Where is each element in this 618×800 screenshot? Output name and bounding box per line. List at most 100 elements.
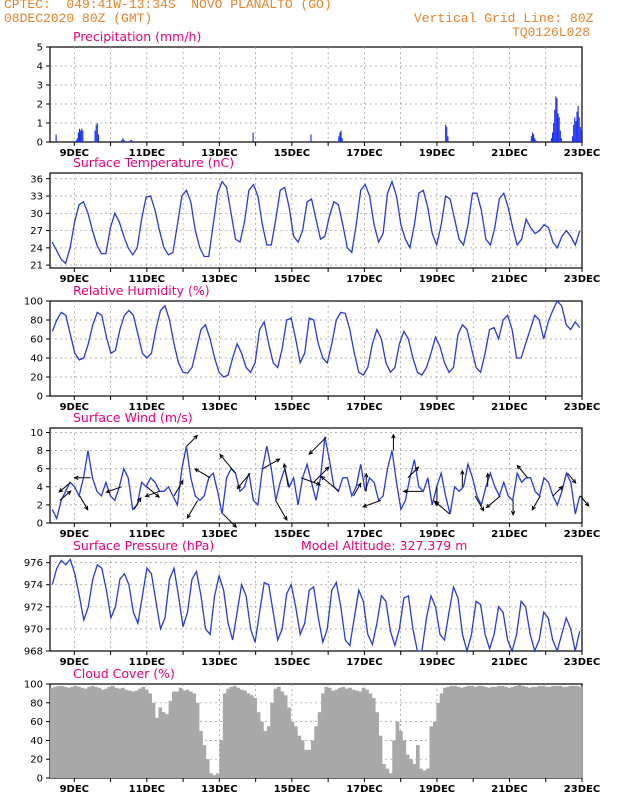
cloud-bar <box>378 735 383 778</box>
cloud-bar <box>439 693 444 778</box>
precip-bar <box>579 126 581 142</box>
cloud-bar <box>392 740 396 778</box>
cloud-bar <box>409 759 413 778</box>
precip-bar <box>122 138 124 142</box>
cloud-bar <box>517 684 522 778</box>
temp-ytick-label: 36 <box>30 174 43 185</box>
wind-arrow-shaft <box>362 499 381 508</box>
cloud-bar <box>253 698 258 778</box>
precip-bar <box>575 121 577 142</box>
precip-bar <box>341 138 343 142</box>
cloud-bar <box>188 691 193 778</box>
wind-arrow-head <box>84 505 89 511</box>
panel-temp: Surface Temperature (nC) 21 24 27 30 33 36 9DEC… <box>30 155 600 285</box>
wind-arrow-shaft <box>173 480 184 497</box>
cloud-bar <box>487 687 491 778</box>
precip-bar <box>576 111 578 142</box>
cloud-ytick-label: 80 <box>30 698 43 709</box>
wind-arrow-head <box>479 506 485 512</box>
temp-line <box>51 179 581 265</box>
cloud-bar <box>348 687 352 778</box>
cloud-bar <box>514 685 518 778</box>
wind-arrow-head <box>137 496 142 502</box>
precip-bar <box>534 138 536 142</box>
cloud-bar <box>449 685 454 778</box>
cloud-bar <box>199 731 203 778</box>
wind-arrow-shaft <box>186 435 198 447</box>
cloud-bar <box>270 702 274 778</box>
cloud-bar <box>83 688 88 778</box>
cloud-bar <box>446 686 451 778</box>
cloud-bar <box>432 721 437 778</box>
temp-xtick-label: 19DEC <box>419 274 455 285</box>
cloud-bar <box>56 685 61 778</box>
cloud-bar <box>239 689 244 778</box>
precip-bar <box>557 113 559 142</box>
wind-arrow-shaft <box>486 495 501 508</box>
cloud-bar <box>205 759 210 778</box>
wind-arrow-head <box>232 523 238 529</box>
cloud-bar <box>161 712 166 778</box>
cloud-bar <box>341 686 346 778</box>
precip-title: Precipitation (mm/h) <box>73 29 201 44</box>
wind-arrow-head <box>584 502 590 507</box>
wind-arrow-shaft <box>353 483 362 497</box>
rh-line <box>51 299 581 378</box>
cloud-xtick-label: 11DEC <box>129 784 165 795</box>
cloud-xtick-label: 17DEC <box>346 784 382 795</box>
cloud-bar <box>324 686 329 778</box>
precip-bar <box>310 134 312 142</box>
cloud-bar <box>382 763 386 778</box>
cloud-bar <box>151 702 156 778</box>
precip-ytick-label: 0 <box>37 138 43 149</box>
cloud-bar <box>402 740 407 778</box>
cloud-bar <box>466 685 471 778</box>
cloud-xtick-label: 21DEC <box>491 784 527 795</box>
temp-xtick-label: 13DEC <box>201 274 237 285</box>
wind-arrow-shaft <box>194 468 211 479</box>
temp-ytick-label: 24 <box>30 243 43 254</box>
cloud-bar <box>521 685 525 778</box>
wind-arrow-head <box>320 475 326 481</box>
cloud-bar <box>148 693 152 778</box>
cloud-bar <box>490 686 495 778</box>
rh-xtick-label: 21DEC <box>491 402 527 413</box>
rh-xtick-label: 9DEC <box>60 402 89 413</box>
wind-arrow-head <box>308 450 314 456</box>
cloud-bar <box>273 688 278 778</box>
wind-arrow-head <box>516 464 522 470</box>
wind-arrow-head <box>357 482 362 488</box>
cloud-bar <box>121 687 125 778</box>
pressure-xtick-label: 15DEC <box>274 657 310 668</box>
wind-arrow-shaft <box>222 513 237 528</box>
wind-arrow-head <box>402 489 408 494</box>
cloud-bar <box>134 690 139 778</box>
wind-arrow-shaft <box>283 463 289 487</box>
precip-xtick-label: 9DEC <box>60 148 89 159</box>
cloud-bar <box>144 689 149 778</box>
wind-arrow-head <box>66 490 72 496</box>
cloud-ytick-label: 20 <box>30 755 43 766</box>
cloud-bar <box>338 687 342 778</box>
cloud-bar <box>249 695 254 778</box>
precip-bar <box>571 136 574 142</box>
wind-arrow-shaft <box>308 436 327 455</box>
wind-arrow-shaft <box>567 472 577 484</box>
pressure-title: Surface Pressure (hPa) <box>73 538 214 553</box>
precip-bar <box>55 134 57 142</box>
pressure-xtick-label: 11DEC <box>129 657 165 668</box>
wind-arrow-shaft <box>275 500 288 521</box>
cloud-bar <box>422 770 427 778</box>
wind-arrow-head <box>186 514 191 520</box>
rh-frame <box>49 300 583 397</box>
rh-xtick-label: 23DEC <box>564 402 600 413</box>
wind-arrow-head <box>283 515 288 521</box>
wind-arrow-shaft <box>474 495 485 511</box>
cloud-bar <box>256 712 261 778</box>
cloud-bar <box>460 687 464 778</box>
wind-arrow-head <box>155 493 160 498</box>
wind-title: Surface Wind (m/s) <box>73 410 193 425</box>
cloud-bar <box>168 700 173 778</box>
cloud-bar <box>473 686 478 778</box>
